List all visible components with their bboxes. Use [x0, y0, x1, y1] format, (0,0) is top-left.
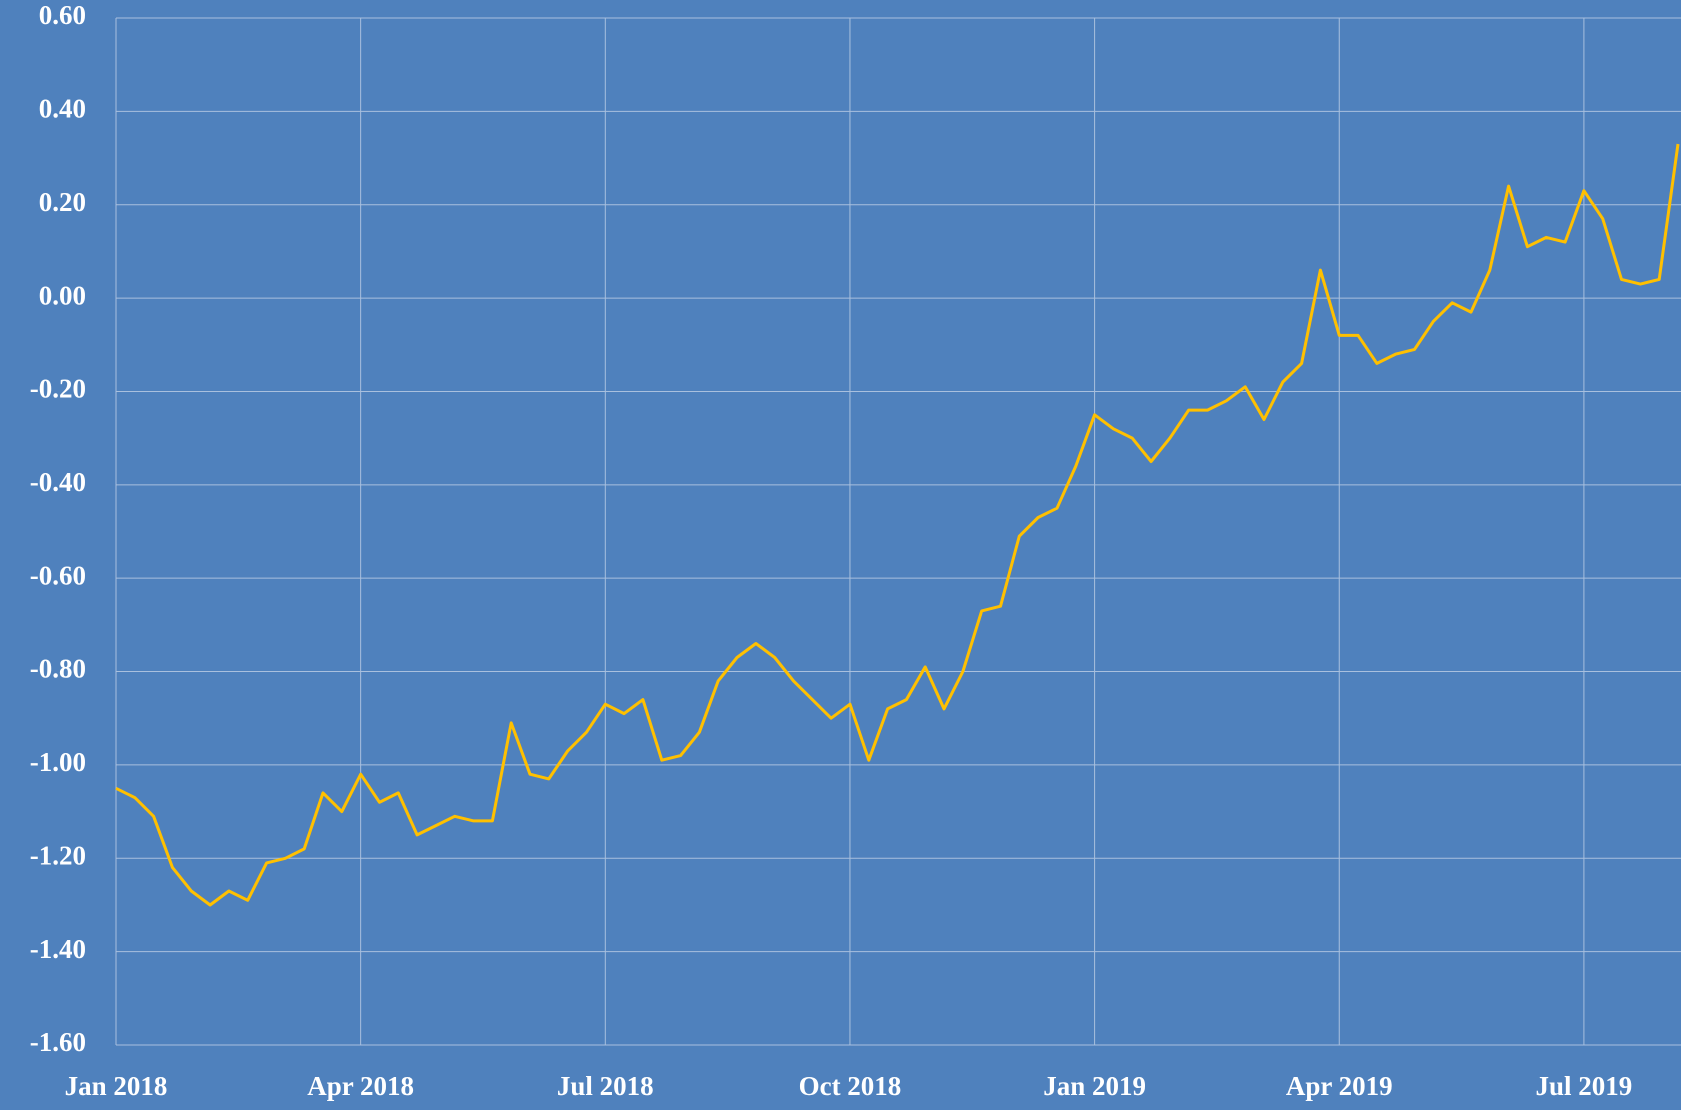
y-tick-label: 0.40 [39, 94, 86, 124]
y-tick-label: -0.80 [30, 654, 86, 684]
x-tick-label: Apr 2019 [1286, 1071, 1393, 1101]
y-tick-label: -0.20 [30, 374, 86, 404]
y-tick-label: -1.40 [30, 934, 86, 964]
x-tick-label: Oct 2018 [799, 1071, 902, 1101]
y-tick-label: -1.20 [30, 840, 86, 870]
x-tick-label: Jan 2018 [65, 1071, 168, 1101]
y-tick-label: -0.40 [30, 467, 86, 497]
y-tick-label: 0.20 [39, 187, 86, 217]
y-tick-label: -0.60 [30, 560, 86, 590]
y-tick-label: 0.00 [39, 280, 86, 310]
data-line [115, 143, 1680, 907]
x-tick-label: Jul 2018 [557, 1071, 654, 1101]
y-tick-label: -1.00 [30, 747, 86, 777]
y-tick-label: 0.60 [39, 0, 86, 30]
x-tick-label: Apr 2018 [307, 1071, 414, 1101]
y-tick-label: -1.60 [30, 1027, 86, 1057]
x-tick-label: Jul 2019 [1536, 1071, 1633, 1101]
x-tick-label: Jan 2019 [1043, 1071, 1146, 1101]
